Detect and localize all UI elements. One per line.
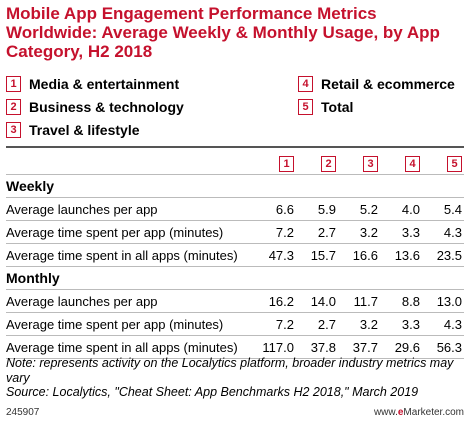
site-url: www.eMarketer.com <box>374 407 464 418</box>
table-cell: 47.3 <box>250 243 296 267</box>
legend-number-badge: 3 <box>6 122 21 138</box>
table-cell: 4.3 <box>422 312 464 336</box>
legend-number-badge: 5 <box>298 99 313 115</box>
table-row: Average launches per app 6.6 5.9 5.2 4.0… <box>6 197 464 221</box>
table-row: Average time spent per app (minutes) 7.2… <box>6 312 464 336</box>
title-line-3: Category, H2 2018 <box>6 42 153 61</box>
table-cell: 13.0 <box>422 289 464 313</box>
column-header-badge: 2 <box>321 155 336 172</box>
table-cell: 37.8 <box>296 335 338 359</box>
column-header-badge: 5 <box>447 155 462 172</box>
legend-item-total: 5 Total <box>298 99 353 115</box>
table-cell: 6.6 <box>250 197 296 221</box>
table-row: Average launches per app 16.2 14.0 11.7 … <box>6 289 464 313</box>
legend-item-travel: 3 Travel & lifestyle <box>6 122 140 138</box>
section-header-monthly: Monthly <box>6 266 464 290</box>
table-cell: 37.7 <box>338 335 380 359</box>
table-cell: 16.2 <box>250 289 296 313</box>
table-cell: 16.6 <box>338 243 380 267</box>
table-cell: 15.7 <box>296 243 338 267</box>
table-cell: 5.9 <box>296 197 338 221</box>
note-text: Note: represents activity on the Localyt… <box>6 356 454 385</box>
legend-item-media: 1 Media & entertainment <box>6 76 179 92</box>
row-label: Average time spent per app (minutes) <box>6 220 250 244</box>
legend-label: Retail & ecommerce <box>321 76 455 92</box>
table-cell: 3.2 <box>338 220 380 244</box>
table-cell: 3.2 <box>338 312 380 336</box>
table-cell: 3.3 <box>380 312 422 336</box>
row-label: Average time spent in all apps (minutes) <box>6 243 250 267</box>
table-cell: 11.7 <box>338 289 380 313</box>
legend-number-badge: 4 <box>298 76 313 92</box>
brand-e: e <box>397 407 404 418</box>
legend-number-badge: 2 <box>6 99 21 115</box>
table-cell: 4.3 <box>422 220 464 244</box>
footnote: Note: represents activity on the Localyt… <box>6 356 464 400</box>
table-cell: 23.5 <box>422 243 464 267</box>
divider <box>6 146 464 148</box>
row-label: Average time spent per app (minutes) <box>6 312 250 336</box>
table-cell: 4.0 <box>380 197 422 221</box>
chart-id: 245907 <box>6 407 40 418</box>
table-cell: 2.7 <box>296 312 338 336</box>
row-label: Average launches per app <box>6 289 250 313</box>
table-cell: 117.0 <box>250 335 296 359</box>
site-prefix: www. <box>373 407 398 418</box>
table-cell: 3.3 <box>380 220 422 244</box>
legend-item-retail: 4 Retail & ecommerce <box>298 76 455 92</box>
column-header-badge: 3 <box>363 155 378 172</box>
legend-item-business: 2 Business & technology <box>6 99 184 115</box>
table-cell: 8.8 <box>380 289 422 313</box>
section-title: Weekly <box>6 174 464 198</box>
table-cell: 14.0 <box>296 289 338 313</box>
legend: 1 Media & entertainment 2 Business & tec… <box>6 76 466 142</box>
legend-number-badge: 1 <box>6 76 21 92</box>
title-line-2: Worldwide: Average Weekly & Monthly Usag… <box>6 23 440 42</box>
legend-label: Travel & lifestyle <box>29 122 140 138</box>
row-label: Average time spent in all apps (minutes) <box>6 335 250 359</box>
table-header-row: 1 2 3 4 5 <box>6 152 464 175</box>
column-header-badge: 1 <box>279 155 294 172</box>
row-label: Average launches per app <box>6 197 250 221</box>
table-cell: 7.2 <box>250 312 296 336</box>
data-table: 1 2 3 4 5 Weekly Average launches per ap… <box>6 152 464 359</box>
table-row: Average time spent in all apps (minutes)… <box>6 243 464 267</box>
table-row: Average time spent per app (minutes) 7.2… <box>6 220 464 244</box>
section-title: Monthly <box>6 266 464 290</box>
table-row: Average time spent in all apps (minutes)… <box>6 335 464 359</box>
table-cell: 29.6 <box>380 335 422 359</box>
title-line-1: Mobile App Engagement Performance Metric… <box>6 4 377 23</box>
table-cell: 5.2 <box>338 197 380 221</box>
section-header-weekly: Weekly <box>6 174 464 198</box>
chart-title: Mobile App Engagement Performance Metric… <box>6 4 466 61</box>
legend-label: Total <box>321 99 354 115</box>
site-suffix: Marketer.com <box>403 407 464 418</box>
table-cell: 2.7 <box>296 220 338 244</box>
table-cell: 56.3 <box>422 335 464 359</box>
table-cell: 7.2 <box>250 220 296 244</box>
legend-label: Business & technology <box>29 99 184 115</box>
legend-label: Media & entertainment <box>29 76 180 92</box>
table-cell: 5.4 <box>422 197 464 221</box>
source-text: Source: Localytics, "Cheat Sheet: App Be… <box>6 385 419 399</box>
table-cell: 13.6 <box>380 243 422 267</box>
column-header-badge: 4 <box>405 155 420 172</box>
